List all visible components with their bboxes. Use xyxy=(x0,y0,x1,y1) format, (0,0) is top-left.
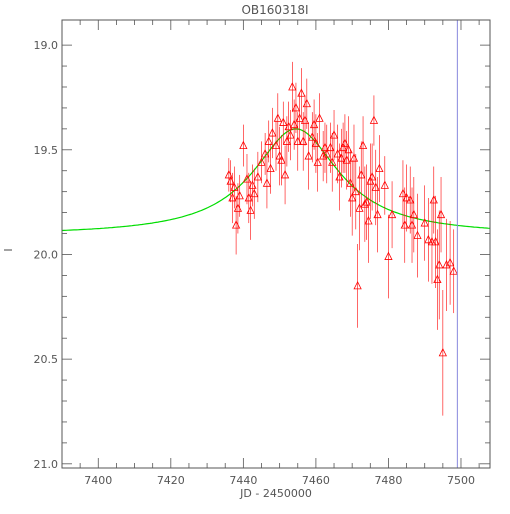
data-point xyxy=(279,117,288,126)
data-point xyxy=(315,113,324,122)
data-point xyxy=(230,182,239,191)
data-point xyxy=(424,234,433,244)
data-point xyxy=(246,205,255,214)
data-point xyxy=(277,155,286,164)
x-tick-label: 7460 xyxy=(302,474,330,487)
data-point xyxy=(291,103,301,112)
data-point xyxy=(380,180,389,189)
x-tick-label: 7440 xyxy=(229,474,257,487)
data-point xyxy=(253,172,263,181)
y-tick-label: 21.0 xyxy=(34,458,59,471)
data-point xyxy=(328,157,337,166)
data-point xyxy=(239,140,248,150)
data-point xyxy=(273,113,282,122)
plot-frame xyxy=(61,19,491,469)
data-point xyxy=(402,193,411,202)
data-point xyxy=(387,209,397,219)
data-point xyxy=(280,170,290,179)
y-tick-label: 19.5 xyxy=(34,144,59,157)
data-point xyxy=(413,230,422,240)
x-axis-label: JD - 2450000 xyxy=(239,487,312,500)
data-point xyxy=(348,193,357,202)
x-tick-label: 7480 xyxy=(374,474,402,487)
data-point xyxy=(436,209,446,219)
data-point xyxy=(344,144,353,154)
x-tick-label: 7420 xyxy=(157,474,185,487)
data-point xyxy=(268,128,277,137)
data-point xyxy=(373,209,382,219)
data-point xyxy=(313,157,322,166)
data-point xyxy=(264,136,273,145)
data-point xyxy=(409,209,418,219)
data-point xyxy=(286,130,295,139)
x-tick-label: 7500 xyxy=(447,474,475,487)
data-point xyxy=(351,186,360,196)
data-point xyxy=(375,163,384,173)
x-tick-label: 7400 xyxy=(84,474,112,487)
data-point xyxy=(262,178,272,187)
data-point xyxy=(449,266,458,275)
data-point xyxy=(322,149,331,158)
x-axis: 7400 7420 7440 7460 7480 7500 xyxy=(79,20,480,487)
data-point xyxy=(302,98,311,108)
data-point xyxy=(257,157,266,166)
data-point xyxy=(266,163,275,173)
y-tick-label: 20.0 xyxy=(34,248,59,261)
data-point xyxy=(297,88,306,97)
data-point xyxy=(435,260,444,269)
data-point xyxy=(304,151,313,160)
y-axis: 19.0 19.5 20.0 20.5 21.0 xyxy=(34,39,490,471)
plot-content xyxy=(61,20,491,468)
data-point xyxy=(235,190,244,200)
chart-title: OB160318I xyxy=(241,3,308,17)
data-point xyxy=(369,115,379,124)
y-tick-label: 19.0 xyxy=(34,39,59,52)
data-point xyxy=(288,82,297,91)
data-point xyxy=(250,188,259,198)
data-point xyxy=(445,257,455,267)
data-point xyxy=(438,347,447,357)
data-point xyxy=(329,130,339,139)
data-point xyxy=(260,149,270,158)
data-point xyxy=(384,251,393,260)
data-point xyxy=(442,260,451,269)
data-point xyxy=(364,216,373,225)
data-point xyxy=(420,218,429,227)
data-point xyxy=(353,280,362,290)
data-point xyxy=(367,172,377,181)
data-point xyxy=(358,140,368,150)
data-point xyxy=(271,140,281,150)
y-tick-label: 20.5 xyxy=(34,353,59,366)
y-axis-label: I xyxy=(2,248,15,251)
